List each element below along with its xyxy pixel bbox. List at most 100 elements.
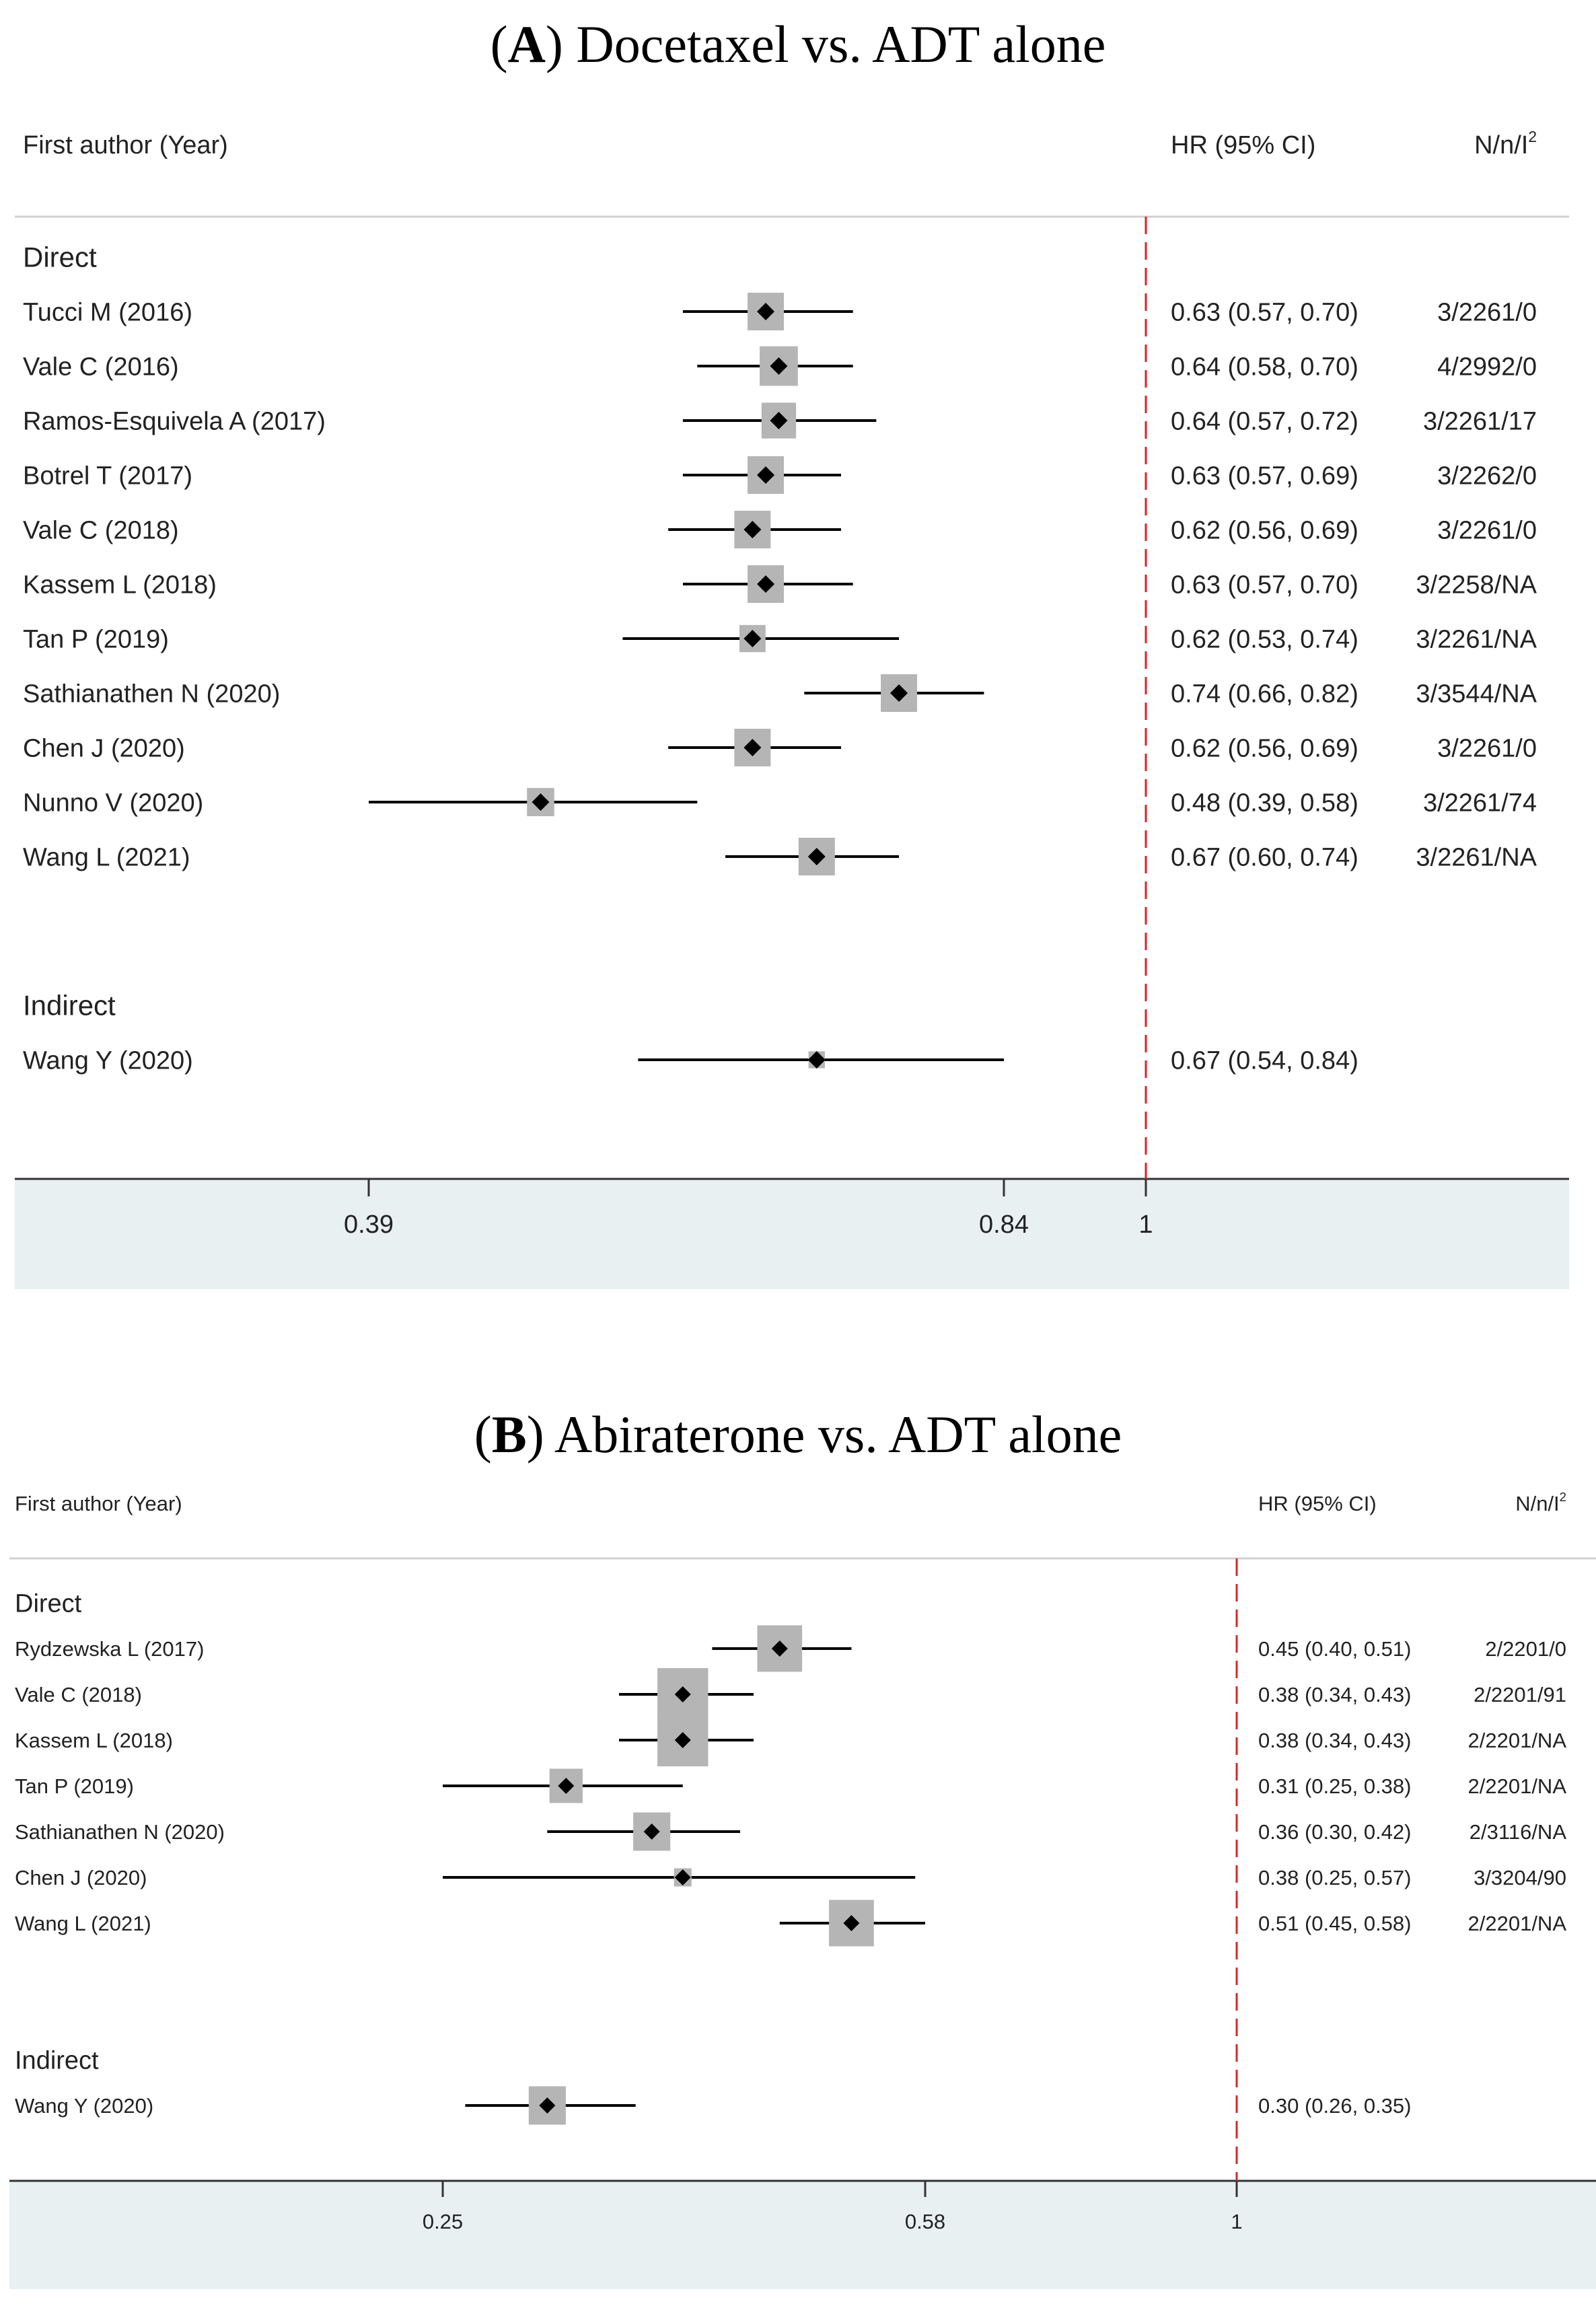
point-estimate bbox=[674, 1732, 691, 1748]
point-estimate bbox=[743, 521, 762, 538]
point-estimate bbox=[843, 1915, 860, 1931]
study-row: Nunno V (2020) 0.48 (0.39, 0.58) 3/2261/74 bbox=[23, 788, 1537, 817]
group-label-direct: Direct bbox=[23, 242, 97, 273]
hr-value: 0.48 (0.39, 0.58) bbox=[1171, 789, 1358, 817]
hr-value: 0.67 (0.54, 0.84) bbox=[1171, 1046, 1358, 1075]
hr-value: 0.62 (0.56, 0.69) bbox=[1171, 516, 1358, 544]
stats-value: 2/2201/NA bbox=[1468, 1729, 1567, 1752]
study-label: Rydzewska L (2017) bbox=[15, 1637, 204, 1661]
point-estimate bbox=[807, 1051, 826, 1069]
hr-value: 0.51 (0.45, 0.58) bbox=[1258, 1912, 1412, 1935]
hr-value: 0.63 (0.57, 0.70) bbox=[1171, 571, 1358, 599]
point-estimate bbox=[674, 1869, 691, 1885]
header-hr: HR (95% CI) bbox=[1258, 1492, 1377, 1515]
stats-value: 3/2261/0 bbox=[1437, 298, 1537, 326]
forest-panel-a: (A) Docetaxel vs. ADT alone First author … bbox=[15, 15, 1569, 1289]
axis-band bbox=[15, 1179, 1569, 1289]
study-row: Kassem L (2018) 0.38 (0.34, 0.43) 2/2201/N… bbox=[15, 1714, 1566, 1766]
study-label: Vale C (2016) bbox=[23, 353, 179, 381]
hr-value: 0.64 (0.58, 0.70) bbox=[1171, 353, 1358, 381]
study-row: Sathianathen N (2020) 0.74 (0.66, 0.82) 3/… bbox=[23, 674, 1537, 712]
study-label: Sathianathen N (2020) bbox=[23, 680, 280, 708]
hr-value: 0.30 (0.26, 0.35) bbox=[1258, 2094, 1412, 2118]
study-label: Wang L (2021) bbox=[15, 1912, 151, 1935]
x-tick-label: 0.84 bbox=[979, 1211, 1029, 1239]
study-row: Wang L (2021) 0.51 (0.45, 0.58) 2/2201/NA bbox=[15, 1900, 1566, 1947]
study-row: Vale C (2018) 0.38 (0.34, 0.43) 2/2201/91 bbox=[15, 1668, 1566, 1721]
panel-title: (A) Docetaxel vs. ADT alone bbox=[491, 15, 1106, 73]
study-label: Nunno V (2020) bbox=[23, 789, 203, 817]
study-label: Tucci M (2016) bbox=[23, 298, 192, 326]
stats-value: 4/2992/0 bbox=[1437, 353, 1537, 381]
study-label: Chen J (2020) bbox=[15, 1866, 147, 1889]
study-row: Rydzewska L (2017) 0.45 (0.40, 0.51) 2/220… bbox=[15, 1625, 1566, 1672]
stats-value: 2/2201/0 bbox=[1485, 1637, 1566, 1661]
stats-value: 3/2261/17 bbox=[1423, 407, 1537, 435]
point-estimate bbox=[532, 793, 550, 811]
stats-value: 3/2261/NA bbox=[1416, 843, 1537, 871]
study-label: Vale C (2018) bbox=[15, 1683, 142, 1706]
hr-value: 0.38 (0.25, 0.57) bbox=[1258, 1866, 1412, 1889]
group-label-direct: Direct bbox=[15, 1589, 82, 1618]
study-label: Chen J (2020) bbox=[23, 734, 185, 762]
stats-value: 3/2261/NA bbox=[1416, 625, 1537, 653]
hr-value: 0.45 (0.40, 0.51) bbox=[1258, 1637, 1412, 1661]
stats-value: 3/3544/NA bbox=[1416, 680, 1537, 708]
hr-value: 0.38 (0.34, 0.43) bbox=[1258, 1729, 1412, 1752]
group-label-indirect: Indirect bbox=[15, 2046, 99, 2075]
study-label: Wang Y (2020) bbox=[15, 2094, 153, 2118]
study-label: Tan P (2019) bbox=[15, 1774, 134, 1798]
point-estimate bbox=[674, 1686, 691, 1702]
study-label: Kassem L (2018) bbox=[23, 571, 217, 599]
hr-value: 0.63 (0.57, 0.69) bbox=[1171, 462, 1358, 490]
hr-value: 0.64 (0.57, 0.72) bbox=[1171, 407, 1358, 435]
stats-value: 3/2261/0 bbox=[1437, 734, 1537, 762]
stats-value: 2/3116/NA bbox=[1470, 1820, 1567, 1844]
study-row: Chen J (2020) 0.38 (0.25, 0.57) 3/3204/90 bbox=[15, 1866, 1566, 1889]
study-label: Vale C (2018) bbox=[23, 516, 179, 544]
hr-value: 0.62 (0.53, 0.74) bbox=[1171, 625, 1358, 653]
study-label: Tan P (2019) bbox=[23, 625, 169, 653]
group-label-indirect: Indirect bbox=[23, 990, 116, 1021]
point-estimate bbox=[558, 1778, 575, 1794]
stats-value: 2/2201/NA bbox=[1468, 1774, 1567, 1798]
stats-value: 2/2201/91 bbox=[1474, 1683, 1566, 1706]
hr-value: 0.67 (0.60, 0.74) bbox=[1171, 843, 1358, 871]
hr-value: 0.62 (0.56, 0.69) bbox=[1171, 734, 1358, 762]
point-estimate bbox=[643, 1824, 660, 1840]
study-row: Botrel T (2017) 0.63 (0.57, 0.69) 3/2262/0 bbox=[23, 456, 1537, 494]
stats-value: 3/2261/0 bbox=[1437, 516, 1537, 544]
point-estimate bbox=[757, 303, 775, 320]
study-row: Wang Y (2020) 0.30 (0.26, 0.35) bbox=[15, 2086, 1412, 2125]
stats-value: 2/2201/NA bbox=[1468, 1912, 1567, 1935]
point-estimate bbox=[771, 1641, 788, 1657]
point-estimate bbox=[770, 412, 788, 429]
x-tick-label: 1 bbox=[1138, 1211, 1153, 1239]
header-stats: N/n/I2 bbox=[1474, 128, 1537, 159]
hr-value: 0.38 (0.34, 0.43) bbox=[1258, 1683, 1412, 1706]
study-label: Wang L (2021) bbox=[23, 843, 190, 871]
study-label: Kassem L (2018) bbox=[15, 1729, 173, 1752]
stats-value: 3/2262/0 bbox=[1437, 462, 1537, 490]
forest-panel-b: (B) Abiraterone vs. ADT alone First autho… bbox=[9, 1405, 1596, 2289]
x-tick-label: 0.39 bbox=[344, 1211, 394, 1239]
point-estimate bbox=[743, 630, 762, 647]
study-label: Botrel T (2017) bbox=[23, 462, 192, 490]
stats-value: 3/2261/74 bbox=[1423, 789, 1537, 817]
study-row: Tan P (2019) 0.62 (0.53, 0.74) 3/2261/NA bbox=[23, 624, 1537, 653]
study-row: Wang L (2021) 0.67 (0.60, 0.74) 3/2261/NA bbox=[23, 838, 1537, 875]
header-hr: HR (95% CI) bbox=[1171, 131, 1315, 159]
point-estimate bbox=[770, 357, 788, 375]
point-estimate bbox=[539, 2097, 556, 2114]
study-row: Vale C (2018) 0.62 (0.56, 0.69) 3/2261/0 bbox=[23, 511, 1537, 548]
study-label: Wang Y (2020) bbox=[23, 1046, 193, 1075]
x-tick-label: 0.58 bbox=[905, 2210, 945, 2233]
hr-value: 0.36 (0.30, 0.42) bbox=[1258, 1820, 1412, 1844]
header-stats: N/n/I2 bbox=[1515, 1490, 1566, 1515]
axis-band bbox=[9, 2181, 1596, 2289]
point-estimate bbox=[743, 739, 762, 756]
stats-value: 3/2258/NA bbox=[1416, 571, 1537, 599]
point-estimate bbox=[807, 848, 826, 865]
x-tick-label: 0.25 bbox=[423, 2210, 463, 2233]
